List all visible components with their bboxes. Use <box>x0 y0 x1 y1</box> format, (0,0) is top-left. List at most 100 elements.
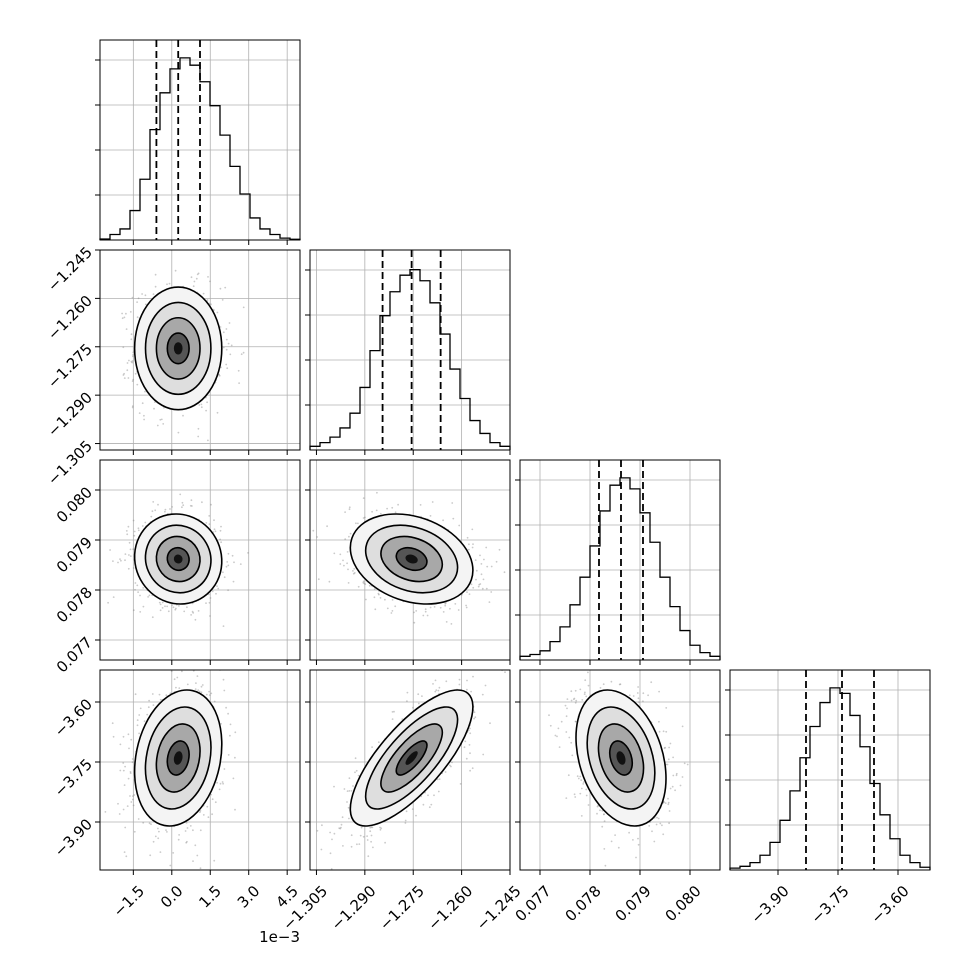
sample-point <box>485 546 488 549</box>
sample-point <box>610 680 613 683</box>
sample-point <box>585 788 588 791</box>
sample-point <box>169 508 171 510</box>
sample-point <box>142 587 145 589</box>
contour-line <box>166 740 190 776</box>
contour-line <box>380 535 444 583</box>
sample-point <box>350 845 353 848</box>
sample-point <box>567 774 570 777</box>
sample-point <box>126 369 129 372</box>
sample-point <box>160 418 163 421</box>
sample-point <box>151 510 154 513</box>
sample-point <box>216 411 219 414</box>
sample-point <box>356 843 358 846</box>
contour-line <box>155 316 201 380</box>
sample-point <box>326 525 328 528</box>
sample-point <box>451 502 454 504</box>
sample-point <box>434 679 437 682</box>
sample-point <box>504 671 506 674</box>
sample-point <box>394 511 397 514</box>
sample-point <box>362 581 365 584</box>
sample-point <box>159 418 162 421</box>
sample-point <box>362 580 365 583</box>
contour-line <box>133 513 223 605</box>
sample-point <box>224 286 227 289</box>
sample-point <box>333 552 336 555</box>
sample-point <box>124 765 126 768</box>
sample-point <box>229 734 231 737</box>
sample-point <box>126 805 129 807</box>
sample-point <box>176 676 179 679</box>
sample-point <box>222 782 225 785</box>
sample-point <box>343 788 346 790</box>
scatter-panel-3-2 <box>309 459 511 661</box>
sample-point <box>150 515 153 518</box>
sample-point <box>195 682 197 684</box>
scatter-panel-4-2 <box>309 666 513 871</box>
sample-point <box>216 781 219 784</box>
sample-point <box>511 666 513 668</box>
sample-point <box>131 758 134 760</box>
sample-point <box>333 832 336 835</box>
contour-line <box>155 535 201 583</box>
sample-point <box>468 744 471 746</box>
sample-point <box>466 536 469 539</box>
sample-point <box>391 718 394 720</box>
sample-point <box>168 282 171 285</box>
sample-point <box>489 722 491 725</box>
sample-point <box>474 716 477 719</box>
sample-point <box>130 333 133 336</box>
sample-point <box>131 380 134 382</box>
sample-point <box>136 724 139 727</box>
sample-point <box>390 612 393 614</box>
sample-point <box>231 554 234 557</box>
sample-point <box>136 584 139 587</box>
sample-point <box>196 854 199 857</box>
sample-point <box>570 699 573 702</box>
sample-point <box>200 403 203 406</box>
sample-point <box>357 585 360 588</box>
sample-point <box>468 543 470 546</box>
sample-point <box>132 355 134 358</box>
sample-point <box>139 611 142 613</box>
sample-point <box>357 522 359 525</box>
sample-point <box>353 568 356 570</box>
sample-point <box>658 730 661 733</box>
sample-point <box>143 414 145 417</box>
sample-point <box>495 560 498 563</box>
sample-point <box>669 742 672 745</box>
sample-point <box>136 383 139 386</box>
sample-point <box>341 816 344 819</box>
sample-point <box>348 535 350 538</box>
sample-point <box>638 701 640 703</box>
sample-point <box>223 768 226 770</box>
sample-point <box>347 568 349 571</box>
sample-point <box>445 602 447 604</box>
sample-point <box>186 683 189 686</box>
sample-point <box>164 605 166 608</box>
sample-point <box>166 283 168 286</box>
sample-point <box>144 476 146 478</box>
sample-point <box>386 607 389 610</box>
sample-point <box>107 601 109 604</box>
sample-point <box>131 360 134 362</box>
sample-point <box>362 497 365 499</box>
sample-point <box>125 530 128 532</box>
panel-frame <box>519 459 721 661</box>
sample-point <box>124 559 126 562</box>
sample-point <box>675 774 678 777</box>
sample-point <box>137 818 140 820</box>
sample-point <box>128 541 131 544</box>
sample-point <box>432 683 434 685</box>
sample-point <box>430 803 433 806</box>
sample-point <box>148 822 151 825</box>
sample-point <box>205 409 208 412</box>
sample-point <box>667 801 670 804</box>
sample-point <box>429 606 432 609</box>
sample-point <box>213 519 215 522</box>
sample-point <box>657 817 660 820</box>
sample-point <box>417 702 420 705</box>
sample-point <box>181 501 184 504</box>
sample-point <box>123 377 126 379</box>
sample-point <box>464 740 467 743</box>
sample-point <box>198 404 201 406</box>
